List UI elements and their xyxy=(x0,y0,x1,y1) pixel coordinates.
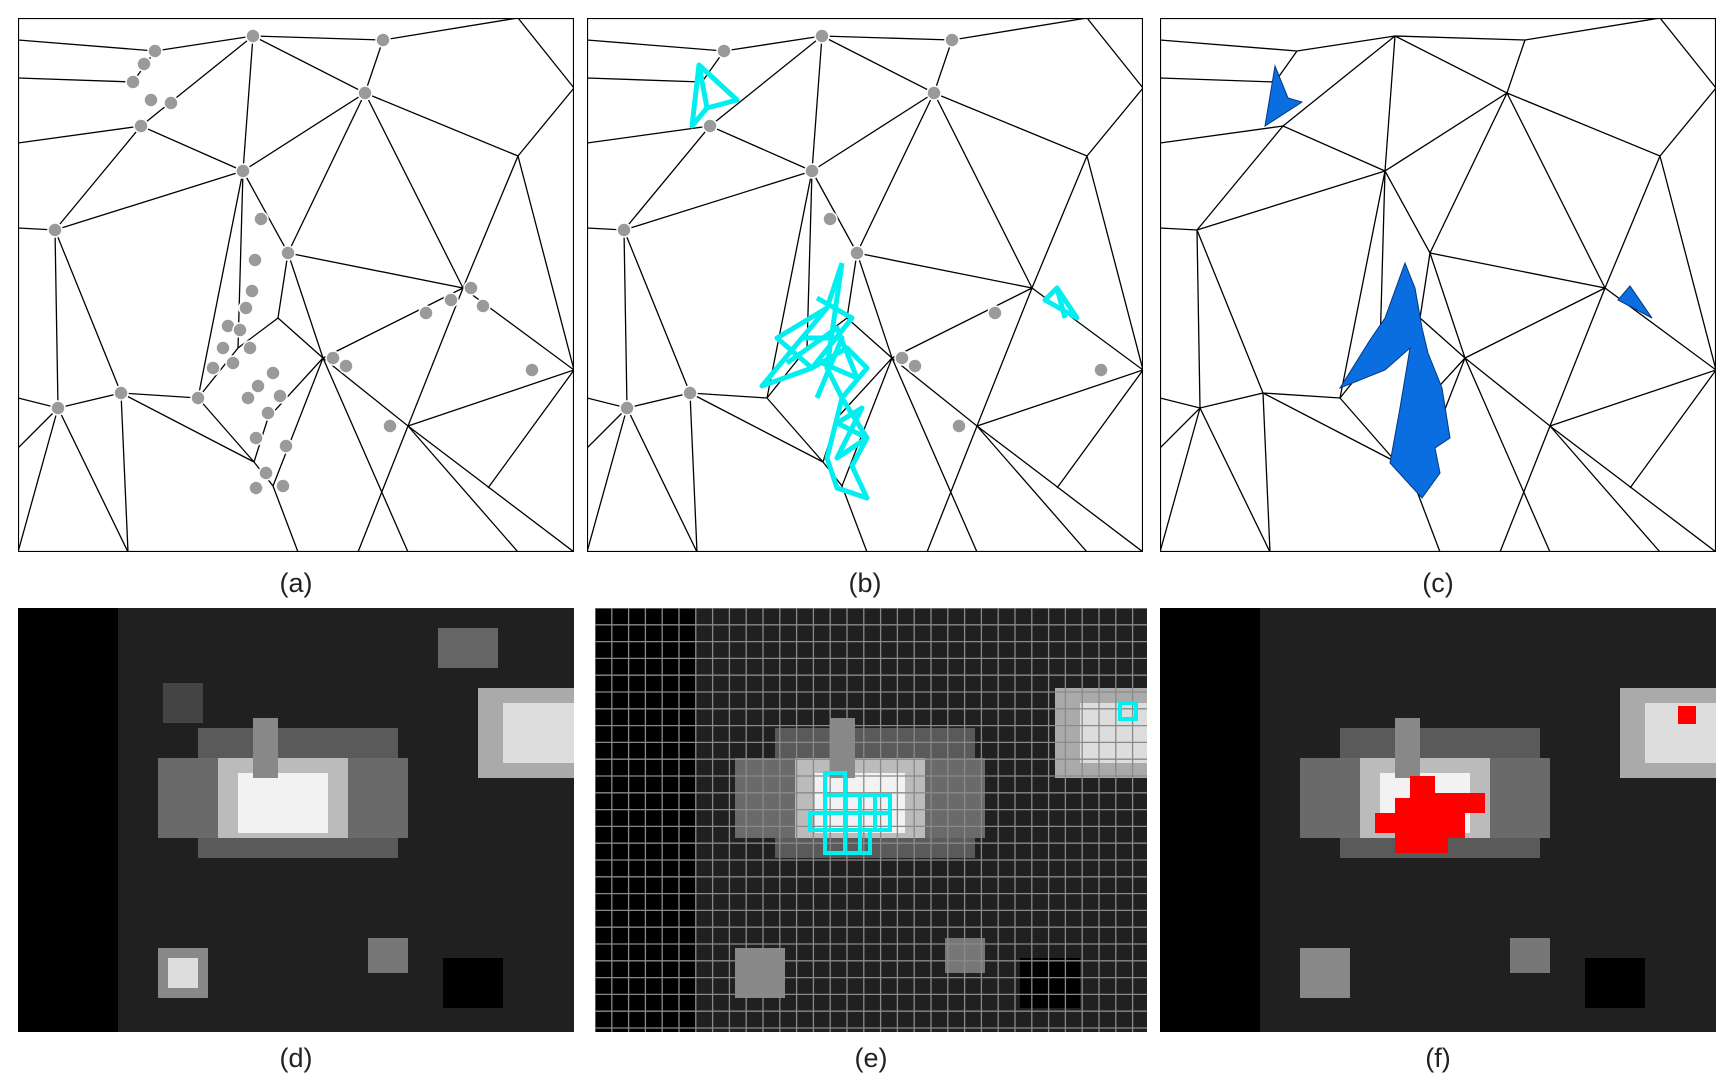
bright-blobs xyxy=(158,628,574,1008)
filled-regions xyxy=(1264,64,1653,499)
highlighted-edges xyxy=(689,62,1080,501)
caption-b: (b) xyxy=(848,568,882,598)
caption-d: (d) xyxy=(279,1043,313,1073)
pixel-grid xyxy=(595,608,1147,1032)
panel-a-triangulation xyxy=(18,18,574,552)
caption-a: (a) xyxy=(279,568,313,598)
panel-d-grayscale xyxy=(18,608,574,1032)
panel-f-grayscale-red xyxy=(1160,608,1716,1032)
panel-b-triangulation-highlighted xyxy=(587,18,1143,552)
highlighted-cells xyxy=(808,701,1138,855)
caption-e: (e) xyxy=(854,1043,888,1073)
caption-f: (f) xyxy=(1425,1043,1451,1073)
vertex-markers xyxy=(47,28,540,496)
vertex-markers xyxy=(616,28,1109,434)
panel-c-triangulation-filled xyxy=(1160,18,1716,552)
red-regions xyxy=(1375,706,1696,853)
caption-c: (c) xyxy=(1422,568,1454,598)
panel-e-grayscale-grid xyxy=(595,608,1147,1032)
